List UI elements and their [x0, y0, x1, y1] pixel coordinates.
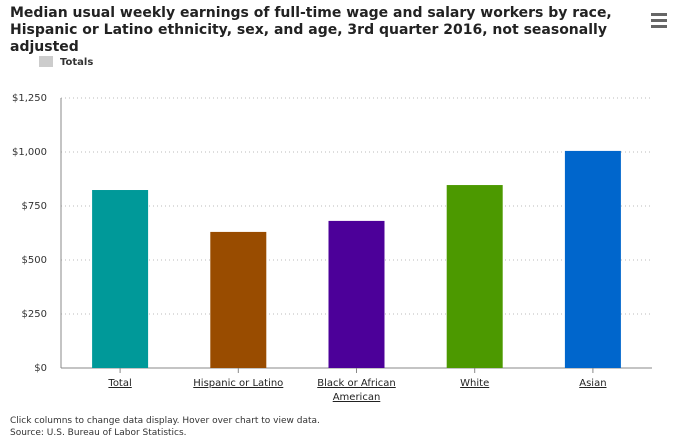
y-tick-label: $1,250: [12, 93, 47, 104]
legend-label: Totals: [60, 57, 93, 68]
bar[interactable]: [210, 231, 267, 368]
bar[interactable]: [328, 220, 385, 368]
y-tick-label: $500: [22, 255, 47, 266]
chart-title: Median usual weekly earnings of full-tim…: [10, 5, 612, 55]
x-tick-label[interactable]: White: [460, 378, 490, 389]
footnote: Click columns to change data display. Ho…: [10, 416, 320, 426]
y-tick-label: $750: [22, 201, 47, 212]
x-tick-label[interactable]: Total: [108, 378, 132, 389]
x-tick-label[interactable]: Hispanic or Latino: [193, 378, 284, 389]
legend-swatch: [39, 56, 53, 67]
y-tick-label: $250: [22, 309, 47, 320]
bar[interactable]: [92, 190, 149, 368]
y-tick-label: $0: [34, 363, 47, 374]
y-tick-label: $1,000: [12, 147, 47, 158]
footnote: Source: U.S. Bureau of Labor Statistics.: [10, 428, 187, 438]
bar[interactable]: [446, 185, 503, 368]
x-tick-label[interactable]: Black or African American: [317, 378, 396, 403]
x-tick-label[interactable]: Asian: [579, 378, 607, 389]
bar[interactable]: [564, 150, 621, 368]
menu-icon[interactable]: [651, 13, 667, 28]
